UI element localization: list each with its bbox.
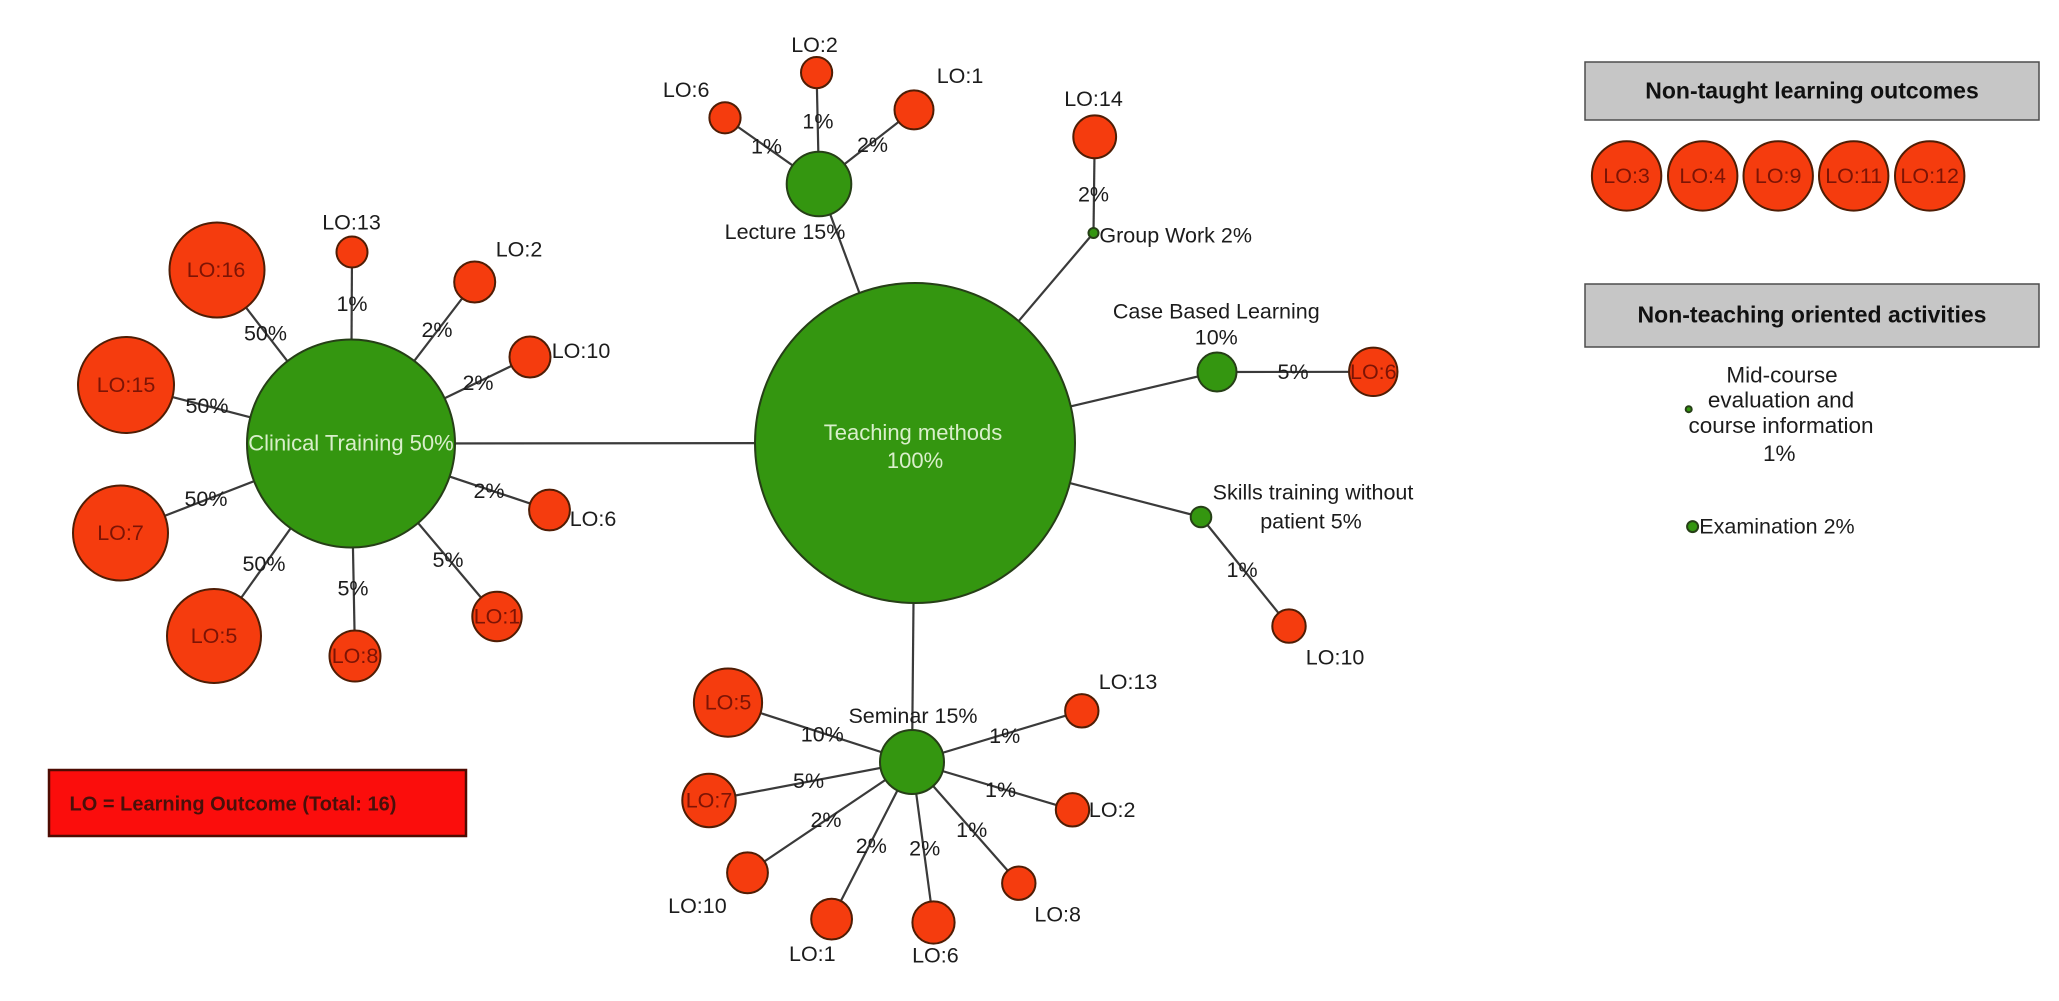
svg-text:LO:13: LO:13 bbox=[1099, 670, 1158, 694]
svg-text:LO:10: LO:10 bbox=[552, 339, 611, 363]
svg-text:Clinical Training 50%: Clinical Training 50% bbox=[248, 431, 453, 456]
svg-text:LO:11: LO:11 bbox=[1825, 164, 1882, 188]
svg-text:LO:2: LO:2 bbox=[1089, 798, 1136, 822]
svg-text:Lecture 15%: Lecture 15% bbox=[725, 220, 846, 244]
svg-text:2%: 2% bbox=[473, 479, 504, 503]
svg-text:50%: 50% bbox=[244, 322, 287, 346]
svg-text:LO:1: LO:1 bbox=[937, 64, 984, 88]
svg-text:LO:10: LO:10 bbox=[1306, 646, 1365, 670]
svg-text:LO:4: LO:4 bbox=[1679, 164, 1726, 188]
svg-text:Group Work 2%: Group Work 2% bbox=[1099, 224, 1252, 248]
svg-text:LO = Learning Outcome (Total:: LO = Learning Outcome (Total: 16) bbox=[70, 794, 397, 816]
svg-text:LO:6: LO:6 bbox=[570, 507, 617, 531]
svg-text:2%: 2% bbox=[856, 834, 887, 858]
svg-text:1%: 1% bbox=[751, 135, 782, 159]
svg-text:2%: 2% bbox=[909, 837, 940, 861]
svg-text:Seminar 15%: Seminar 15% bbox=[848, 704, 977, 728]
svg-text:LO:2: LO:2 bbox=[496, 238, 543, 262]
svg-text:2%: 2% bbox=[421, 318, 452, 342]
svg-text:2%: 2% bbox=[810, 808, 841, 832]
svg-text:2%: 2% bbox=[857, 133, 888, 157]
svg-text:LO:6: LO:6 bbox=[663, 78, 710, 102]
svg-text:10%: 10% bbox=[801, 723, 844, 747]
svg-text:Teaching methods: Teaching methods bbox=[824, 420, 1003, 445]
svg-text:LO:10: LO:10 bbox=[668, 894, 727, 918]
svg-text:LO:12: LO:12 bbox=[1900, 164, 1959, 188]
svg-text:LO:14: LO:14 bbox=[1064, 87, 1123, 111]
svg-text:patient 5%: patient 5% bbox=[1260, 510, 1362, 534]
svg-text:evaluation and: evaluation and bbox=[1708, 388, 1854, 413]
svg-text:10%: 10% bbox=[1195, 326, 1238, 350]
svg-text:Non-taught learning outcomes: Non-taught learning outcomes bbox=[1645, 78, 1979, 104]
svg-text:LO:1: LO:1 bbox=[789, 942, 836, 966]
svg-text:1%: 1% bbox=[336, 292, 367, 316]
svg-text:1%: 1% bbox=[985, 778, 1016, 802]
svg-text:50%: 50% bbox=[184, 487, 227, 511]
svg-text:50%: 50% bbox=[242, 552, 285, 576]
svg-text:Skills training without: Skills training without bbox=[1213, 481, 1414, 505]
svg-text:LO:5: LO:5 bbox=[191, 624, 238, 648]
svg-text:50%: 50% bbox=[185, 394, 228, 418]
svg-text:LO:7: LO:7 bbox=[686, 789, 733, 813]
svg-text:LO:13: LO:13 bbox=[322, 211, 381, 235]
svg-text:LO:16: LO:16 bbox=[187, 258, 246, 282]
svg-text:LO:5: LO:5 bbox=[705, 691, 752, 715]
svg-text:LO:6: LO:6 bbox=[1350, 360, 1397, 384]
svg-text:5%: 5% bbox=[432, 548, 463, 572]
svg-text:2%: 2% bbox=[462, 371, 493, 395]
svg-text:1%: 1% bbox=[989, 724, 1020, 748]
svg-text:Mid-course: Mid-course bbox=[1726, 363, 1837, 388]
svg-text:LO:8: LO:8 bbox=[1034, 903, 1081, 927]
svg-text:LO:15: LO:15 bbox=[97, 373, 156, 397]
svg-text:LO:2: LO:2 bbox=[791, 33, 838, 57]
svg-text:LO:8: LO:8 bbox=[332, 644, 379, 668]
svg-text:LO:7: LO:7 bbox=[97, 521, 144, 545]
svg-text:5%: 5% bbox=[337, 577, 368, 601]
svg-text:LO:3: LO:3 bbox=[1603, 164, 1650, 188]
svg-text:100%: 100% bbox=[887, 448, 943, 473]
svg-text:1%: 1% bbox=[1227, 558, 1258, 582]
svg-text:Case Based Learning: Case Based Learning bbox=[1113, 300, 1320, 324]
svg-text:2%: 2% bbox=[1078, 183, 1109, 207]
svg-text:LO:1: LO:1 bbox=[474, 605, 521, 629]
svg-text:5%: 5% bbox=[793, 769, 824, 793]
svg-text:1%: 1% bbox=[956, 818, 987, 842]
svg-text:LO:6: LO:6 bbox=[912, 944, 959, 968]
svg-text:1%: 1% bbox=[1763, 441, 1796, 466]
svg-text:Non-teaching oriented activiti: Non-teaching oriented activities bbox=[1638, 302, 1987, 328]
svg-text:1%: 1% bbox=[802, 110, 833, 134]
svg-text:Examination 2%: Examination 2% bbox=[1699, 515, 1854, 539]
svg-text:course information: course information bbox=[1688, 413, 1873, 438]
svg-text:5%: 5% bbox=[1278, 360, 1309, 384]
svg-text:LO:9: LO:9 bbox=[1755, 164, 1802, 188]
